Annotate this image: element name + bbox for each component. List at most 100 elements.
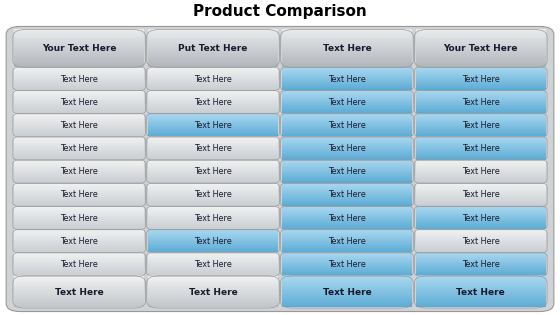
Bar bbox=[416, 281, 546, 282]
Text: Text Here: Text Here bbox=[194, 121, 232, 130]
Bar bbox=[148, 162, 278, 163]
Bar bbox=[416, 203, 546, 204]
Bar bbox=[14, 198, 144, 199]
Bar bbox=[282, 166, 412, 167]
Bar bbox=[282, 142, 412, 143]
Bar bbox=[14, 267, 144, 268]
Bar bbox=[416, 149, 546, 150]
Text: Text Here: Text Here bbox=[462, 98, 500, 107]
Bar bbox=[14, 190, 144, 191]
Bar bbox=[282, 304, 412, 305]
Bar bbox=[148, 87, 278, 88]
Bar bbox=[148, 29, 278, 31]
Bar bbox=[282, 64, 412, 66]
Bar bbox=[148, 250, 278, 251]
Bar bbox=[14, 76, 144, 77]
Bar bbox=[416, 87, 546, 88]
Bar bbox=[416, 253, 546, 254]
Bar bbox=[14, 182, 144, 183]
Bar bbox=[282, 175, 412, 176]
Bar bbox=[282, 271, 412, 272]
Text: Text Here: Text Here bbox=[194, 214, 232, 223]
Bar bbox=[282, 272, 412, 273]
Bar bbox=[416, 249, 546, 250]
Bar bbox=[282, 39, 412, 41]
Bar bbox=[282, 289, 412, 290]
Bar bbox=[416, 300, 546, 301]
Bar bbox=[282, 241, 412, 242]
Bar bbox=[148, 267, 278, 268]
Bar bbox=[148, 39, 278, 41]
Bar bbox=[148, 207, 278, 208]
Bar bbox=[14, 261, 144, 262]
Bar bbox=[416, 84, 546, 85]
Bar bbox=[416, 78, 546, 79]
Bar bbox=[282, 185, 412, 186]
Bar bbox=[148, 75, 278, 76]
Bar bbox=[148, 202, 278, 203]
Bar bbox=[282, 171, 412, 172]
Bar bbox=[14, 92, 144, 93]
Bar bbox=[282, 190, 412, 191]
Bar bbox=[416, 267, 546, 268]
Bar bbox=[282, 114, 412, 115]
Bar bbox=[148, 102, 278, 103]
Bar bbox=[14, 185, 144, 186]
Bar bbox=[148, 94, 278, 95]
Bar bbox=[148, 114, 278, 115]
Bar bbox=[148, 184, 278, 185]
Bar bbox=[416, 283, 546, 284]
Bar bbox=[282, 139, 412, 140]
Bar bbox=[416, 143, 546, 144]
Bar bbox=[14, 79, 144, 80]
Bar bbox=[416, 228, 546, 229]
Bar bbox=[282, 120, 412, 121]
Bar bbox=[282, 188, 412, 189]
Bar bbox=[148, 178, 278, 179]
Bar bbox=[416, 36, 546, 37]
Bar bbox=[282, 83, 412, 84]
Bar bbox=[416, 156, 546, 157]
Bar bbox=[148, 117, 278, 118]
Bar bbox=[14, 205, 144, 206]
Text: Text Here: Text Here bbox=[194, 260, 232, 269]
Bar bbox=[14, 29, 144, 31]
Bar bbox=[282, 108, 412, 109]
Bar bbox=[416, 92, 546, 93]
Bar bbox=[282, 284, 412, 285]
Text: Text Here: Text Here bbox=[328, 191, 366, 199]
Bar bbox=[282, 193, 412, 194]
Bar bbox=[416, 189, 546, 190]
Bar bbox=[14, 284, 144, 285]
Bar bbox=[14, 192, 144, 193]
Bar bbox=[148, 241, 278, 242]
Bar bbox=[282, 266, 412, 267]
Bar bbox=[148, 271, 278, 272]
Bar bbox=[148, 41, 278, 42]
Bar bbox=[282, 262, 412, 263]
Bar bbox=[416, 262, 546, 263]
Bar bbox=[416, 54, 546, 55]
Bar bbox=[14, 51, 144, 52]
Bar bbox=[14, 255, 144, 256]
Bar bbox=[282, 176, 412, 177]
Bar bbox=[14, 199, 144, 200]
Bar bbox=[148, 76, 278, 77]
Bar bbox=[148, 274, 278, 275]
Bar bbox=[416, 163, 546, 164]
Bar bbox=[148, 258, 278, 259]
Bar bbox=[416, 222, 546, 223]
Bar bbox=[416, 191, 546, 192]
Bar bbox=[14, 305, 144, 306]
Bar bbox=[282, 234, 412, 235]
Bar bbox=[416, 209, 546, 210]
Bar bbox=[148, 134, 278, 135]
Bar bbox=[416, 187, 546, 188]
Bar bbox=[416, 200, 546, 201]
Text: Text Here: Text Here bbox=[60, 144, 98, 153]
Text: Product Comparison: Product Comparison bbox=[193, 3, 367, 19]
Bar bbox=[416, 48, 546, 49]
Bar bbox=[148, 290, 278, 291]
Bar bbox=[282, 296, 412, 297]
Bar bbox=[282, 213, 412, 214]
